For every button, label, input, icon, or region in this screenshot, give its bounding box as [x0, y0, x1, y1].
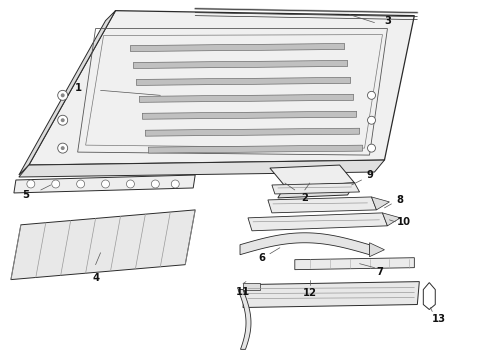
- Polygon shape: [148, 145, 362, 153]
- Text: 7: 7: [375, 267, 382, 276]
- Polygon shape: [139, 94, 353, 102]
- Circle shape: [171, 180, 179, 188]
- Polygon shape: [130, 44, 344, 51]
- Circle shape: [367, 144, 375, 152]
- Circle shape: [61, 146, 64, 150]
- Text: 13: 13: [431, 314, 446, 324]
- Text: 3: 3: [383, 15, 390, 26]
- Text: 9: 9: [366, 170, 372, 180]
- Polygon shape: [19, 160, 384, 177]
- Polygon shape: [277, 183, 354, 198]
- Circle shape: [126, 180, 134, 188]
- Text: 5: 5: [22, 190, 29, 200]
- Polygon shape: [243, 283, 260, 289]
- Polygon shape: [142, 111, 356, 119]
- Polygon shape: [14, 175, 195, 193]
- Circle shape: [58, 115, 67, 125]
- Polygon shape: [382, 213, 400, 226]
- Polygon shape: [145, 128, 359, 136]
- Circle shape: [52, 180, 60, 188]
- Polygon shape: [271, 183, 359, 194]
- Text: 12: 12: [302, 288, 316, 298]
- Circle shape: [27, 180, 35, 188]
- Text: 10: 10: [396, 217, 409, 227]
- Circle shape: [367, 116, 375, 124]
- Text: 2: 2: [301, 193, 307, 203]
- Polygon shape: [243, 282, 419, 307]
- Circle shape: [61, 118, 64, 122]
- Circle shape: [58, 143, 67, 153]
- Polygon shape: [423, 283, 434, 310]
- Text: 4: 4: [92, 273, 99, 283]
- Polygon shape: [133, 60, 347, 68]
- Text: 6: 6: [258, 253, 265, 263]
- Polygon shape: [294, 258, 413, 270]
- Text: 11: 11: [235, 287, 250, 297]
- Circle shape: [58, 90, 67, 100]
- Text: 1: 1: [75, 84, 82, 93]
- Polygon shape: [136, 77, 350, 85]
- Polygon shape: [240, 233, 369, 255]
- Polygon shape: [269, 165, 354, 186]
- Polygon shape: [371, 197, 388, 210]
- Polygon shape: [369, 243, 384, 257]
- Text: 8: 8: [395, 195, 402, 205]
- Polygon shape: [238, 289, 250, 349]
- Circle shape: [77, 180, 84, 188]
- Circle shape: [61, 93, 64, 97]
- Polygon shape: [29, 11, 413, 165]
- Polygon shape: [19, 11, 115, 175]
- Polygon shape: [11, 210, 195, 280]
- Polygon shape: [267, 197, 376, 213]
- Polygon shape: [247, 213, 386, 231]
- Circle shape: [367, 91, 375, 99]
- Circle shape: [102, 180, 109, 188]
- Circle shape: [151, 180, 159, 188]
